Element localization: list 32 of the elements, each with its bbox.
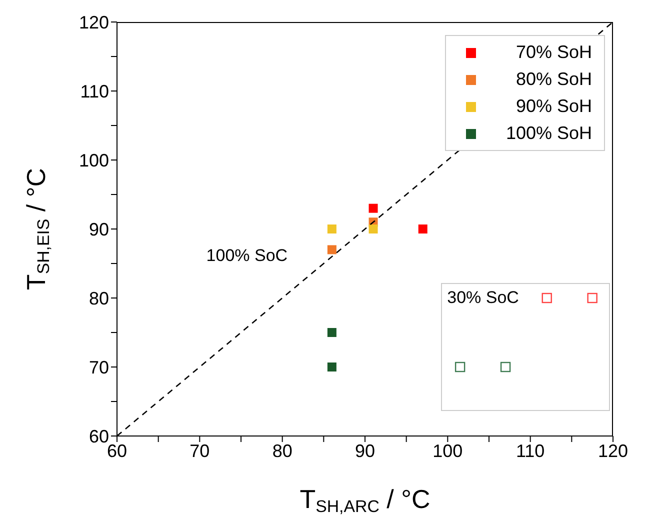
point bbox=[327, 245, 336, 254]
annotation: 100% SoC bbox=[206, 246, 288, 266]
legend-label: 90% SoH bbox=[516, 95, 592, 118]
x-tick-label: 70 bbox=[190, 440, 210, 461]
point bbox=[500, 362, 511, 372]
y-tick-label: 80 bbox=[88, 288, 109, 308]
legend-label: 80% SoH bbox=[516, 68, 592, 91]
point bbox=[418, 224, 428, 234]
x-axis-title: T$_{SH,ARC}$ / °C bbox=[300, 484, 430, 516]
x-tick-label: 80 bbox=[272, 440, 292, 461]
y-tick-label: 120 bbox=[78, 12, 109, 32]
y-tick-label: 100 bbox=[78, 150, 109, 170]
point bbox=[587, 292, 598, 304]
legend-label: 100% SoH bbox=[506, 122, 592, 145]
point bbox=[368, 204, 378, 213]
y-tick-label: 70 bbox=[88, 357, 109, 378]
x-tick-label: 100 bbox=[432, 440, 463, 461]
point bbox=[454, 362, 466, 372]
point bbox=[542, 292, 552, 304]
annotation: 30% SoC bbox=[447, 288, 519, 308]
point bbox=[327, 224, 336, 234]
legend-label: 70% SoH bbox=[516, 41, 592, 64]
point bbox=[327, 328, 336, 337]
x-tick-label: 110 bbox=[516, 440, 545, 461]
y-tick-label: 90 bbox=[88, 219, 109, 240]
point bbox=[327, 362, 336, 372]
x-tick-label: 90 bbox=[354, 440, 376, 461]
y-tick-label: 110 bbox=[80, 81, 109, 102]
point bbox=[368, 224, 378, 234]
x-tick-label: 120 bbox=[598, 440, 628, 461]
y-tick-label: 60 bbox=[88, 426, 109, 446]
x-tick-label: 60 bbox=[106, 440, 128, 461]
